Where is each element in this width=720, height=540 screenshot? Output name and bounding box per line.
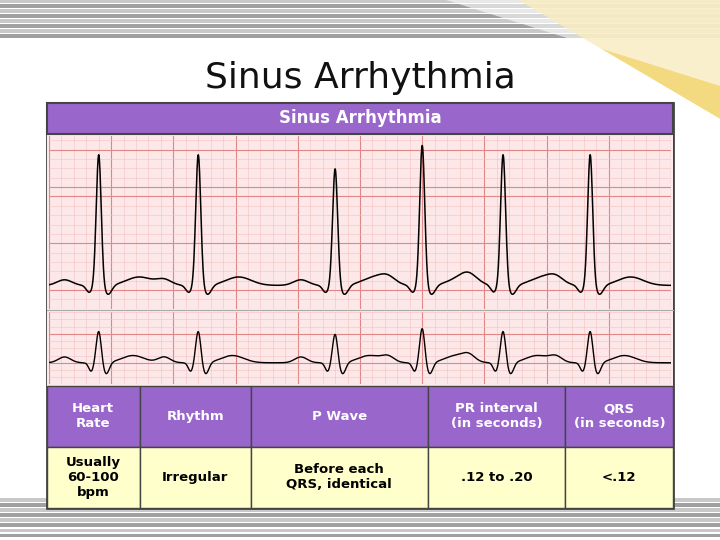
Bar xyxy=(0,29,720,33)
Bar xyxy=(47,447,140,508)
Text: PR interval
(in seconds): PR interval (in seconds) xyxy=(451,402,542,430)
Bar xyxy=(47,386,140,447)
Text: Rhythm: Rhythm xyxy=(166,410,224,423)
Polygon shape xyxy=(396,0,720,119)
Bar xyxy=(428,447,565,508)
Bar xyxy=(251,386,428,447)
Text: P Wave: P Wave xyxy=(312,410,367,423)
Bar xyxy=(0,534,720,537)
Text: Sinus Arrhythmia: Sinus Arrhythmia xyxy=(204,62,516,95)
Text: Usually
60-100
bpm: Usually 60-100 bpm xyxy=(66,456,121,499)
Bar xyxy=(0,0,720,3)
Text: QRS
(in seconds): QRS (in seconds) xyxy=(574,402,665,430)
Text: .12 to .20: .12 to .20 xyxy=(461,471,532,484)
Bar xyxy=(0,24,720,28)
Bar xyxy=(0,523,720,527)
Bar xyxy=(0,14,720,18)
Bar xyxy=(0,514,720,517)
Bar xyxy=(565,447,673,508)
Bar xyxy=(0,19,720,23)
Bar xyxy=(0,509,720,512)
Bar xyxy=(0,518,720,522)
Bar xyxy=(0,9,720,13)
Bar xyxy=(0,4,720,8)
Text: <.12: <.12 xyxy=(602,471,636,484)
Polygon shape xyxy=(446,0,720,86)
Bar xyxy=(140,386,251,447)
Bar xyxy=(0,498,720,502)
Text: Heart
Rate: Heart Rate xyxy=(72,402,114,430)
Bar xyxy=(0,34,720,38)
Bar xyxy=(0,529,720,532)
Bar xyxy=(140,447,251,508)
Bar xyxy=(47,134,673,386)
Bar xyxy=(565,386,673,447)
Bar xyxy=(47,103,673,508)
Text: Sinus Arrhythmia: Sinus Arrhythmia xyxy=(279,109,441,127)
Bar xyxy=(251,447,428,508)
Bar xyxy=(428,386,565,447)
Bar xyxy=(47,103,673,134)
Bar xyxy=(0,503,720,507)
Text: Irregular: Irregular xyxy=(162,471,228,484)
Text: Before each
QRS, identical: Before each QRS, identical xyxy=(287,463,392,491)
